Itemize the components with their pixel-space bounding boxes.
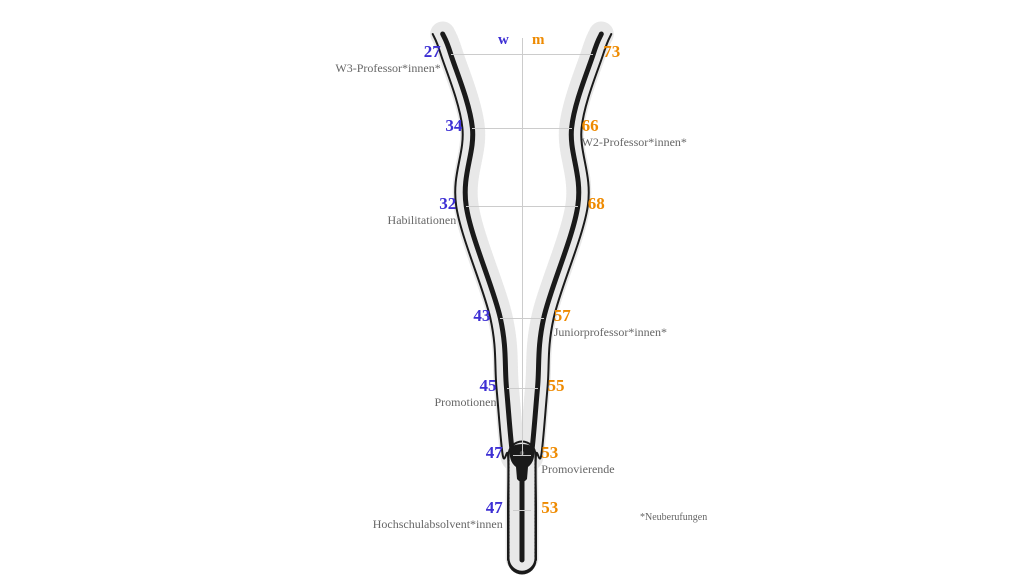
value-w: 45	[480, 376, 497, 396]
value-w: 32	[439, 194, 456, 214]
stage-label: W3-Professor*innen*	[335, 61, 440, 76]
zipper-band-left	[443, 34, 519, 560]
value-m: 66	[582, 116, 599, 136]
value-w: 27	[424, 42, 441, 62]
header-m: m	[532, 32, 545, 49]
stage-label: W2-Professor*innen*	[582, 135, 687, 150]
stage-label: Juniorprofessor*innen*	[554, 325, 667, 340]
zipper-chart: w m 27 73 W3-Professor*innen* 34 66W2-Professo…	[0, 0, 1024, 576]
value-m: 57	[554, 306, 571, 326]
value-m: 73	[603, 42, 620, 62]
header-w: w	[498, 32, 509, 49]
value-w: 47	[486, 498, 503, 518]
stage-label: Hochschulabsolvent*innen	[373, 517, 503, 532]
value-w: 34	[445, 116, 462, 136]
value-w: 43	[473, 306, 490, 326]
value-m: 68	[588, 194, 605, 214]
value-m: 53	[541, 498, 558, 518]
value-w: 47	[486, 443, 503, 463]
stage-label: Promovierende	[541, 462, 614, 477]
value-m: 53	[541, 443, 558, 463]
footnote: *Neuberufungen	[640, 512, 707, 523]
zipper-teeth-right	[526, 34, 602, 560]
stage-label: Promotionen	[435, 395, 497, 410]
value-m: 55	[548, 376, 565, 396]
zipper-graphic	[0, 0, 1024, 576]
stage-label: Habilitationen	[388, 213, 457, 228]
